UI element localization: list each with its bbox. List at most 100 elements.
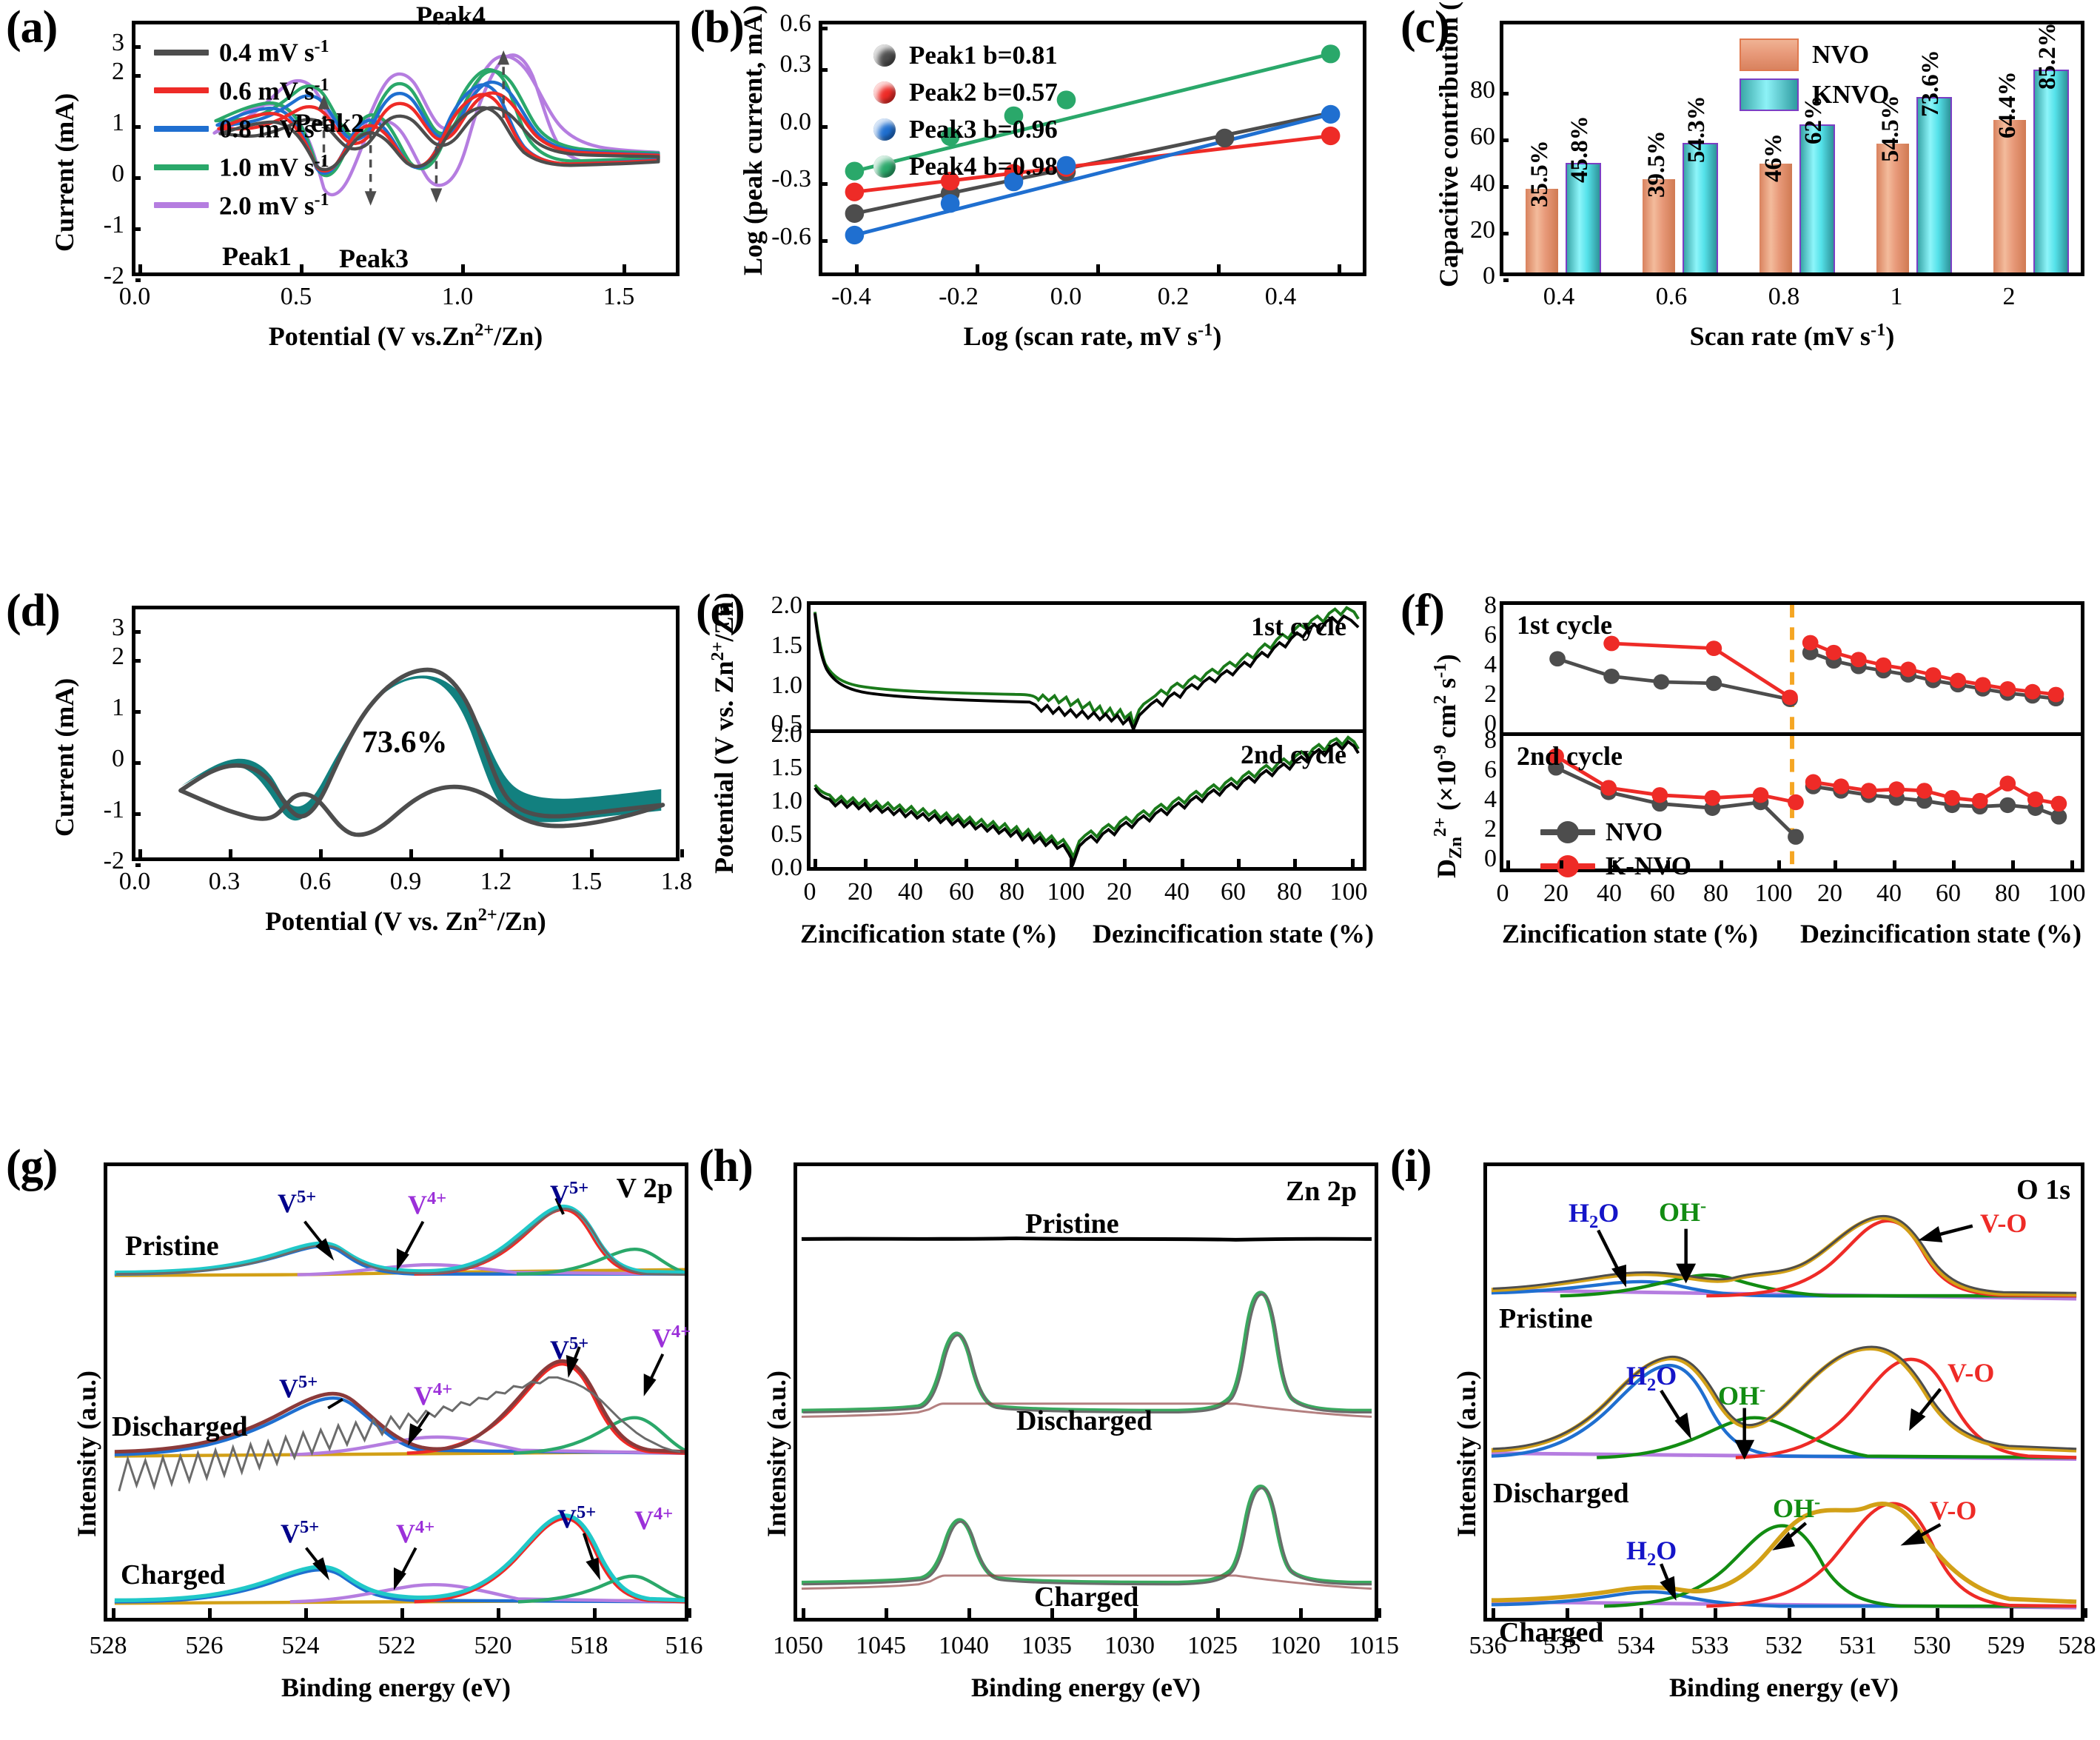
panel-i-axes: O 1s bbox=[1483, 1162, 2087, 1648]
species-v4-d1: V4+ bbox=[414, 1379, 453, 1411]
axis-tick-x-4 bbox=[497, 1608, 500, 1618]
envelope-charged-i bbox=[1491, 1502, 2077, 1605]
axis-tick-x-1 bbox=[976, 264, 979, 272]
panel-i-label: (i) bbox=[1390, 1141, 1432, 1191]
annotation-peak3: Peak3 bbox=[339, 244, 409, 273]
panel-h-title: Zn 2p bbox=[1285, 1176, 1357, 1207]
xtick-a-3: 1.5 bbox=[603, 283, 635, 310]
panel-a-xlabel: Potential (V vs.Zn2+/Zn) bbox=[268, 320, 543, 351]
bar-nvo-1 bbox=[1876, 143, 1909, 272]
capacitive-fill-area bbox=[181, 675, 662, 823]
ytick-e-b1: 0.5 bbox=[771, 820, 803, 848]
fit-line-peak4 bbox=[853, 52, 1332, 173]
legend-item-f-knvo: K-NVO bbox=[1540, 851, 1691, 881]
bar-label-nvo-0.4: 35.5% bbox=[1526, 139, 1553, 207]
ytick-c-1: 20 bbox=[1470, 216, 1495, 244]
panel-a-axes bbox=[132, 21, 680, 282]
oh-pristine-i bbox=[1560, 1273, 2077, 1298]
species-h2o-pristine: H2O bbox=[1569, 1198, 1620, 1233]
ytick-b-0: -0.6 bbox=[771, 223, 811, 250]
axis-tick-y-4 bbox=[135, 74, 141, 78]
xtick-d-6: 1.8 bbox=[660, 868, 693, 895]
axis-tick-x-2 bbox=[1640, 1608, 1643, 1618]
ytick-b-2: 0.0 bbox=[779, 108, 812, 135]
xtick-d-4: 1.2 bbox=[480, 868, 512, 895]
axis-tick-x-5 bbox=[590, 849, 594, 857]
species-v5-c1: V5+ bbox=[281, 1517, 320, 1548]
ytick-d-1: -1 bbox=[103, 796, 124, 823]
legend-item-nvo: NVO bbox=[1740, 39, 1889, 71]
fit-discharged-h bbox=[801, 1291, 1372, 1413]
axis-tick-x-3 bbox=[1050, 1608, 1054, 1618]
line-knvo-dezinc-2nd bbox=[1813, 780, 2059, 806]
legend-item-4: 2.0 mV s-1 bbox=[154, 190, 329, 221]
species-v4-d2: V4+ bbox=[634, 1504, 674, 1535]
xtick-e-10: 100 bbox=[1329, 878, 1368, 906]
legend-label-peak4: Peak4 b=0.98 bbox=[909, 152, 1058, 181]
row-label-discharged-g: Discharged bbox=[112, 1411, 248, 1442]
ytick-b-3: 0.3 bbox=[779, 50, 812, 78]
ytick-e-b0: 0.0 bbox=[771, 854, 803, 881]
species-h2o-charged: H2O bbox=[1626, 1536, 1677, 1570]
xtick-h-1: 1045 bbox=[856, 1632, 906, 1659]
axis-tick-x-8 bbox=[1952, 860, 1956, 869]
axis-tick-y-2 bbox=[135, 176, 141, 180]
axis-tick-x-6 bbox=[1834, 860, 1837, 869]
xtick-g-3: 522 bbox=[378, 1632, 416, 1659]
axis-tick-x-4 bbox=[1015, 859, 1019, 867]
xtick-d-5: 1.5 bbox=[570, 868, 603, 895]
row-pristine bbox=[114, 1204, 685, 1277]
panel-c-xlabel: Scan rate (mV s-1) bbox=[1689, 320, 1895, 351]
xtick-e-5: 100 bbox=[1047, 878, 1085, 906]
legend-item-3: 1.0 mV s-1 bbox=[154, 152, 329, 183]
xtick-h-0: 1050 bbox=[773, 1632, 823, 1659]
legend-label-1p0: 1.0 mV s-1 bbox=[219, 151, 329, 182]
axis-tick-x-3 bbox=[965, 859, 968, 867]
row-label-discharged-h: Discharged bbox=[1016, 1405, 1153, 1436]
ytick-c-3: 60 bbox=[1470, 123, 1495, 150]
ytick-b-1: -0.3 bbox=[771, 165, 811, 193]
panel-f-axes-bottom: 2nd cycle NVO K-NVO bbox=[1500, 736, 2084, 880]
panel-c-label: (c) bbox=[1400, 2, 1450, 53]
legend-dot-peak2 bbox=[873, 81, 896, 104]
legend-item-1: 0.6 mV s-1 bbox=[154, 76, 329, 107]
row-discharged-i bbox=[1491, 1345, 2077, 1461]
axis-tick-x-2 bbox=[1096, 264, 1100, 272]
raw-charged-h bbox=[802, 1487, 1372, 1586]
markers-knvo-bottom bbox=[1548, 748, 2067, 812]
v4-peak-discharged-2p3 bbox=[513, 1416, 686, 1455]
legend-label-0p6: 0.6 mV s-1 bbox=[219, 75, 329, 106]
xtick-c-4: 2 bbox=[2002, 283, 2016, 310]
bar-nvo-0.6 bbox=[1643, 178, 1675, 272]
xtick-f-4: 80 bbox=[1703, 880, 1728, 907]
v4-peak-pristine-2p1 bbox=[297, 1262, 685, 1276]
envelope-charged bbox=[114, 1513, 685, 1603]
axis-tick-y-0 bbox=[135, 863, 141, 867]
xtick-c-3: 1 bbox=[1890, 283, 1903, 310]
axis-tick-y-1 bbox=[1503, 232, 1509, 235]
panel-d-ylabel: Current (mA) bbox=[50, 677, 79, 837]
panel-e-xlabel-right: Dezincification state (%) bbox=[1093, 919, 1374, 948]
xtick-h-4: 1030 bbox=[1104, 1632, 1155, 1659]
trace-pristine-h bbox=[801, 1236, 1372, 1242]
xtick-e-8: 60 bbox=[1221, 878, 1246, 906]
v4-peak-pristine-2p3 bbox=[516, 1247, 685, 1276]
panel-e-top-curves bbox=[813, 606, 1360, 734]
panel-f-legend: NVO K-NVO bbox=[1540, 817, 1691, 889]
axis-tick-x-0 bbox=[1506, 860, 1510, 869]
axis-tick-x-5 bbox=[1216, 1608, 1220, 1618]
axis-tick-y-3 bbox=[822, 68, 828, 72]
ytick-a-2: 0 bbox=[112, 160, 124, 187]
panel-a-ylabel: Current (mA) bbox=[50, 93, 79, 252]
ytick-f-b2: 2 bbox=[1484, 815, 1497, 843]
xtick-c-0: 0.4 bbox=[1543, 283, 1575, 310]
xtick-d-3: 0.9 bbox=[389, 868, 422, 895]
ytick-d-5: 3 bbox=[112, 614, 124, 641]
panel-e-axes-top: 1st cycle bbox=[807, 601, 1366, 734]
ytick-e-t1: 1.0 bbox=[771, 672, 803, 699]
panel-g-label: (g) bbox=[6, 1141, 58, 1191]
xtick-i-2: 534 bbox=[1617, 1632, 1655, 1659]
cv-outer-anodic bbox=[178, 667, 665, 819]
bar-label-knvo-1: 73.6% bbox=[1917, 50, 1944, 117]
species-vo-pristine: V-O bbox=[1980, 1208, 2027, 1238]
